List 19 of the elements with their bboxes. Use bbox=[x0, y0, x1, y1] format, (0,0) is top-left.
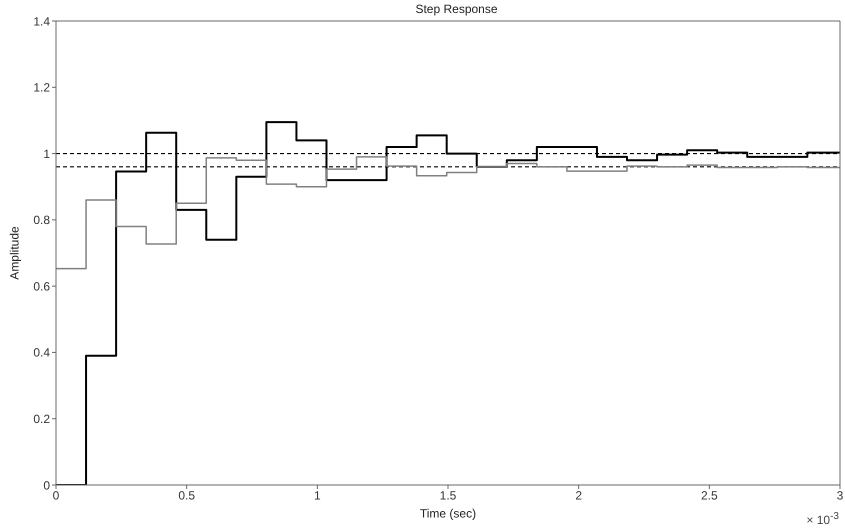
y-tick-label: 0.2 bbox=[33, 412, 50, 426]
x-tick-label: 1 bbox=[314, 488, 321, 503]
y-tick-label: 1.2 bbox=[33, 80, 50, 95]
x-tick-label: 0.5 bbox=[178, 488, 196, 503]
x-tick-label: 1.5 bbox=[440, 488, 457, 503]
text: × 10$^{-3}$ bbox=[806, 511, 839, 527]
x-axis-title: Time (sec) bbox=[420, 506, 476, 521]
x-tick-label: 2 bbox=[575, 488, 582, 503]
x-tick-label: 0 bbox=[52, 488, 60, 503]
y-tick-label: 1.4 bbox=[33, 14, 50, 28]
y-axis-title: Amplitude bbox=[7, 226, 22, 280]
y-tick-label: 1 bbox=[43, 146, 50, 161]
x-tick-label: 3 bbox=[836, 488, 844, 503]
y-tick-label: 0.8 bbox=[33, 213, 50, 228]
y-tick-label: 0.6 bbox=[33, 279, 50, 294]
x-tick-label: 2.5 bbox=[700, 488, 718, 503]
y-tick-label: 0.4 bbox=[33, 346, 50, 360]
chart-title: Step Response bbox=[414, 2, 499, 16]
y-tick-label: 0 bbox=[43, 478, 50, 492]
